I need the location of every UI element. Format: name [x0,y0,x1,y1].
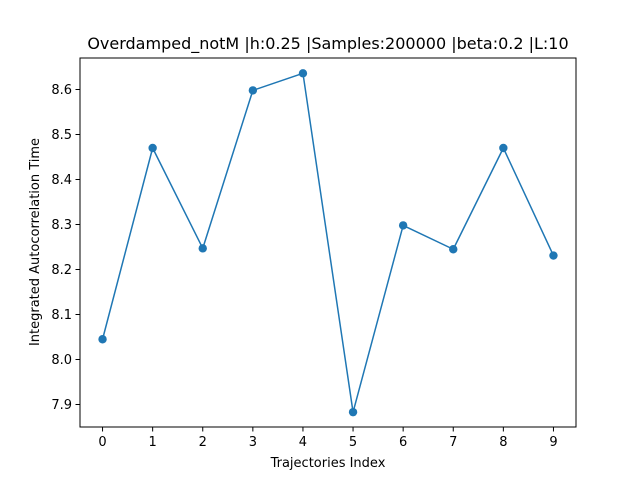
x-tick-label: 0 [98,435,106,450]
data-point [449,245,458,254]
x-tick-label: 9 [549,435,557,450]
x-tick-label: 1 [149,435,157,450]
x-tick-label: 2 [199,435,207,450]
x-tick-label: 6 [399,435,407,450]
y-tick-label: 8.0 [51,353,72,368]
y-tick-label: 8.2 [51,263,72,278]
x-tick-label: 3 [249,435,257,450]
data-point [298,69,308,78]
y-tick-label: 7.9 [51,398,72,413]
data-point [348,407,358,417]
data-point [248,86,258,95]
chart-title: Overdamped_notM |h:0.25 |Samples:200000 … [87,34,568,54]
data-point [148,143,157,153]
y-tick-label: 8.5 [51,128,72,143]
data-point [198,244,207,253]
data-point [398,221,408,230]
series-line [101,72,555,413]
x-tick-label: 4 [299,435,307,450]
y-axis-ticks: 7.9 8.0 8.1 8.2 8.3 8.4 8.5 8.6 [51,83,80,413]
axes-frame [79,57,577,428]
y-tick-label: 8.3 [51,218,72,233]
x-tick-label: 8 [499,435,507,450]
y-tick-label: 8.6 [51,83,72,98]
y-tick-label: 8.4 [51,173,72,188]
y-axis-label: Integrated Autocorrelation Time [28,138,43,346]
data-point [549,251,558,260]
data-point [98,335,107,344]
x-tick-label: 7 [449,435,457,450]
x-tick-label: 5 [349,435,357,450]
x-axis-ticks: 0 1 2 3 4 5 6 7 8 9 [98,427,558,450]
data-point [499,143,508,153]
y-tick-label: 8.1 [51,308,72,323]
x-axis-label: Trajectories Index [270,456,386,471]
plot-area [98,69,558,417]
